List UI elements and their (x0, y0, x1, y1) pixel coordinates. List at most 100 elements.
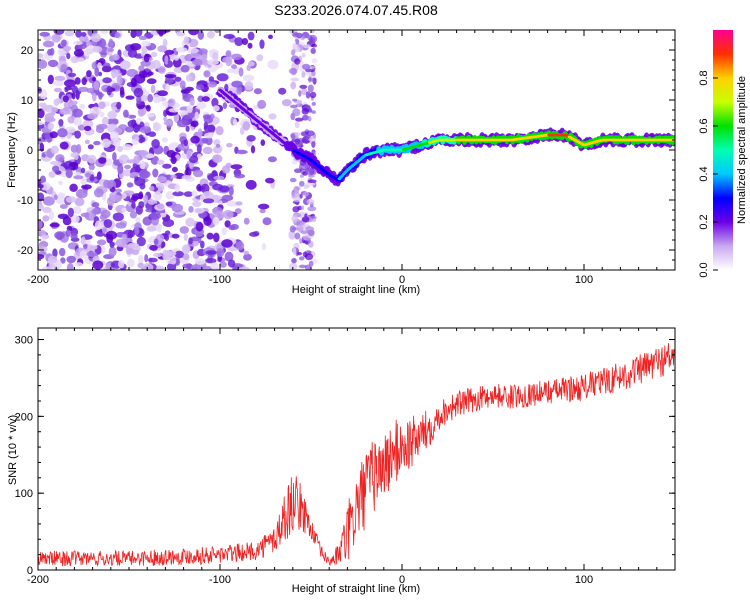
spectrogram-noise-blob (164, 233, 170, 241)
spectrogram-noise-blob (293, 196, 301, 203)
spectrogram-noise-blob (115, 188, 122, 194)
spectrogram-noise-blob (112, 152, 117, 162)
spectrogram-noise-blob (188, 30, 200, 36)
spectrogram-noise-blob (267, 156, 277, 163)
spectrogram-noise-blob (55, 195, 66, 205)
spectrogram-noise-blob (234, 208, 242, 214)
spectrogram-noise-blob (302, 114, 309, 121)
spectrogram-noise-blob (183, 139, 189, 147)
spectrogram-noise-blob (228, 186, 234, 196)
spectrogram-noise-blob (165, 191, 175, 200)
spectrogram-noise-blob (38, 108, 45, 119)
spectrogram-noise-blob (66, 262, 74, 270)
spectrogram-noise-blob (225, 162, 232, 169)
spectrogram-noise-blob (116, 101, 122, 110)
spectrogram-noise-blob (224, 220, 231, 228)
spectrogram-noise-blob (135, 205, 143, 215)
spectrogram-noise-blob (42, 206, 52, 214)
spectrogram-noise-blob (310, 47, 316, 55)
spectrogram-noise-blob (122, 169, 132, 177)
spectrogram-noise-blob (64, 79, 76, 88)
spectrogram-noise-blob (301, 52, 306, 58)
spectrogram-noise-blob (110, 69, 119, 78)
spectrogram-noise-blob (213, 175, 225, 181)
spectrogram-noise-blob (289, 225, 296, 233)
spectrogram-noise-blob (165, 201, 173, 207)
spectrogram-noise-blob (111, 106, 118, 112)
spectrogram-noise-blob (223, 209, 234, 220)
spectrogram-noise-blob (206, 232, 214, 240)
spectrogram-noise-blob (191, 190, 198, 198)
spectrogram-noise-blob (103, 179, 111, 188)
spectrogram-noise-blob (75, 189, 88, 199)
spectrogram-noise-blob (53, 87, 63, 93)
spectrogram-noise-blob (156, 223, 162, 233)
y-tick-label: 100 (15, 488, 33, 500)
spectrogram-noise-blob (57, 128, 68, 138)
spectrogram-noise-blob (218, 185, 230, 193)
spectrogram-noise-blob (119, 86, 125, 96)
spectrogram-noise-blob (204, 132, 213, 139)
spectrogram-noise-blob (292, 32, 300, 38)
spectrogram-noise-blob (38, 121, 44, 126)
spectrogram-noise-blob (192, 201, 202, 207)
spectrogram-noise-blob (207, 81, 217, 88)
spectrogram-noise-blob (70, 56, 79, 64)
spectrogram-noise-blob (72, 108, 83, 118)
spectrogram-noise-blob (177, 119, 189, 128)
spectrogram-noise-blob (201, 265, 212, 270)
spectrogram-noise-blob (39, 31, 50, 37)
spectrogram-noise-blob (73, 49, 84, 57)
spectrogram-noise-blob (308, 260, 314, 267)
spectrogram-noise-blob (66, 131, 72, 139)
spectrogram-noise-blob (186, 149, 192, 160)
spectrogram-noise-blob (77, 57, 85, 63)
spectrogram-noise-blob (183, 191, 194, 197)
spectrogram-noise-blob (190, 53, 202, 58)
colorbar: 0.8 0.6 0.4 0.2 0.0 Normalized spectral ampl… (698, 30, 748, 278)
spectrogram-noise-blob (40, 182, 51, 191)
spectrogram-noise-blob (300, 230, 308, 235)
spectrogram-noise-blob (157, 159, 165, 165)
spectrogram-noise-blob (213, 232, 220, 243)
spectrogram-noise-blob (64, 30, 75, 37)
spectrogram-noise-blob (288, 262, 298, 270)
spectrogram-noise-blob (73, 117, 83, 127)
spectrogram-noise-blob (97, 239, 107, 246)
spectrogram-noise-blob (196, 102, 207, 110)
spectrogram-noise-blob (222, 56, 232, 64)
spectrogram-noise-blob (138, 134, 144, 144)
x-tick-label: 0 (399, 274, 405, 286)
spectrogram-noise-blob (79, 103, 86, 109)
spectrogram-noise-blob (121, 207, 127, 212)
spectrogram-noise-blob (48, 210, 55, 221)
spectrogram-noise-blob (49, 222, 60, 228)
spectrogram-noise-blob (90, 33, 101, 43)
spectrogram-noise-blob (138, 150, 149, 156)
spectrogram-y-label: Frequency (Hz) (6, 112, 18, 188)
spectrogram-noise-blob (307, 84, 314, 93)
spectrogram-noise-blob (84, 125, 92, 132)
spectrogram-noise-blob (302, 171, 308, 176)
spectrogram-noise-blob (236, 149, 248, 155)
spectrogram-noise-blob (139, 170, 151, 179)
x-tick-label: -100 (209, 574, 231, 586)
spectrogram-noise-blob (70, 232, 78, 240)
spectrogram-plot-area (37, 29, 676, 271)
spectrogram-noise-blob (291, 191, 300, 198)
spectrogram-noise-blob (38, 184, 44, 189)
spectrogram-noise-blob (308, 137, 316, 142)
spectrogram-noise-blob (221, 239, 233, 248)
spectrogram-x-label: Height of straight line (km) (292, 284, 420, 296)
spectrogram-noise-blob (215, 143, 221, 148)
spectrogram-noise-blob (249, 231, 259, 237)
spectrogram-noise-blob (230, 223, 239, 230)
spectrogram-noise-blob (243, 217, 250, 225)
spectrogram-noise-blob (122, 233, 128, 240)
spectrogram-noise-blob (110, 131, 120, 142)
spectrogram-noise-blob (47, 59, 59, 68)
spectrogram-noise-blob (88, 163, 95, 171)
spectrogram-noise-blob (146, 78, 157, 85)
